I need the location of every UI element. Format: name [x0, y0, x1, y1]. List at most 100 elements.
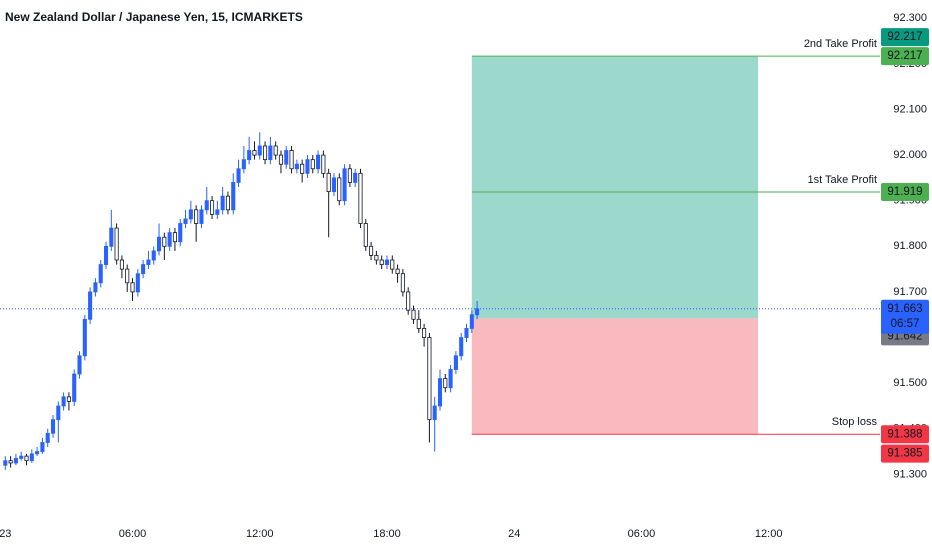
candle-body	[459, 337, 464, 357]
y-tick-label: 92.000	[893, 149, 927, 161]
candle-body	[278, 154, 284, 165]
candle-body	[252, 150, 257, 156]
candle-body	[215, 209, 220, 215]
candle-body	[151, 250, 156, 261]
candle-body	[384, 259, 390, 265]
candle-body	[88, 291, 93, 320]
candle-body	[422, 328, 427, 338]
candle-body	[45, 432, 50, 443]
y-tick-label: 92.100	[893, 103, 927, 115]
candle-body	[374, 255, 379, 261]
candle-body	[406, 291, 411, 311]
price-label-box	[881, 444, 929, 463]
candle-body	[294, 163, 299, 170]
candle-body	[443, 378, 448, 389]
candle-body	[284, 150, 289, 165]
candle-body	[411, 309, 416, 320]
price-label-box	[881, 28, 929, 47]
candle-body	[8, 460, 13, 464]
candle-body	[464, 328, 469, 338]
x-tick-label: 06:00	[119, 528, 147, 540]
candle-body	[146, 259, 151, 265]
candle-body	[331, 177, 337, 192]
candle-body	[156, 236, 162, 252]
candle-body	[29, 453, 34, 462]
candle-body	[369, 245, 374, 256]
level-label: 1st Take Profit	[808, 174, 878, 186]
candle-body	[204, 200, 209, 211]
price-label: 92.217	[887, 31, 922, 43]
y-tick-label: 91.800	[893, 240, 927, 252]
candle-body	[98, 264, 103, 284]
candle-body	[114, 227, 119, 261]
candle-body	[66, 396, 71, 402]
candle-body	[437, 378, 443, 407]
candle-body	[119, 259, 124, 270]
y-tick-label: 91.700	[893, 286, 927, 298]
candle-body	[167, 232, 172, 247]
candle-body	[103, 245, 109, 265]
candle-body	[125, 268, 130, 284]
candle-body	[257, 145, 262, 156]
candle-body	[321, 154, 326, 174]
candle-body	[263, 145, 268, 161]
candle-body	[35, 451, 40, 455]
candle-body	[56, 405, 61, 421]
price-label: 91.919	[887, 186, 922, 198]
countdown-label: 06:57	[891, 318, 920, 330]
candle-body	[400, 273, 405, 293]
candle-body	[453, 355, 458, 370]
candle-body	[273, 145, 278, 156]
candle-body	[300, 163, 305, 174]
x-tick-label: 24	[508, 528, 520, 540]
candle-body	[210, 200, 215, 215]
candle-body	[13, 458, 18, 464]
candle-body	[220, 195, 225, 211]
candle-body	[130, 282, 135, 293]
x-tick-label: 06:00	[628, 528, 656, 540]
candle-body	[337, 177, 342, 202]
profit-zone	[471, 56, 759, 319]
candle-body	[305, 159, 310, 174]
x-tick-label: 23	[0, 528, 11, 540]
candle-body	[427, 337, 432, 421]
candle-body	[61, 396, 66, 407]
candle-body	[40, 442, 45, 452]
candle-body	[82, 318, 87, 357]
y-tick-label: 91.500	[893, 377, 927, 389]
x-tick-label: 18:00	[373, 528, 401, 540]
candle-body	[194, 209, 199, 224]
level-label: 2nd Take Profit	[804, 38, 877, 50]
candle-body	[188, 209, 193, 220]
candle-body	[247, 150, 252, 161]
candle-body	[379, 259, 384, 265]
price-axis: 92.30092.20092.10092.00091.90091.80091.7…	[880, 12, 929, 480]
candle-body	[363, 223, 368, 247]
candle-body	[395, 268, 400, 275]
level-label: Stop loss	[832, 416, 878, 428]
y-tick-label: 92.300	[893, 12, 927, 24]
candle-body	[109, 227, 114, 247]
candle-body	[236, 168, 241, 183]
candle-body	[469, 314, 474, 329]
candle-body	[231, 182, 236, 211]
candle-body	[268, 145, 273, 161]
price-label: 92.217	[887, 50, 922, 62]
candle-body	[24, 455, 29, 462]
candle-body	[225, 195, 230, 211]
candle-body	[72, 373, 77, 402]
candle-body	[347, 168, 352, 183]
candle-body	[310, 159, 315, 170]
candle-body	[183, 218, 188, 224]
x-tick-label: 12:00	[755, 528, 783, 540]
chart-title: New Zealand Dollar / Japanese Yen, 15, I…	[5, 10, 303, 24]
price-label-box	[881, 425, 929, 444]
price-label: 91.663	[887, 303, 922, 315]
candle-body	[289, 150, 294, 170]
candle-body	[50, 419, 56, 434]
plot-area: 2nd Take Profit 1st Take Profit Stop loss	[0, 38, 880, 470]
candle-body	[172, 232, 177, 243]
candle-body	[19, 455, 24, 459]
price-label-box	[881, 183, 929, 202]
